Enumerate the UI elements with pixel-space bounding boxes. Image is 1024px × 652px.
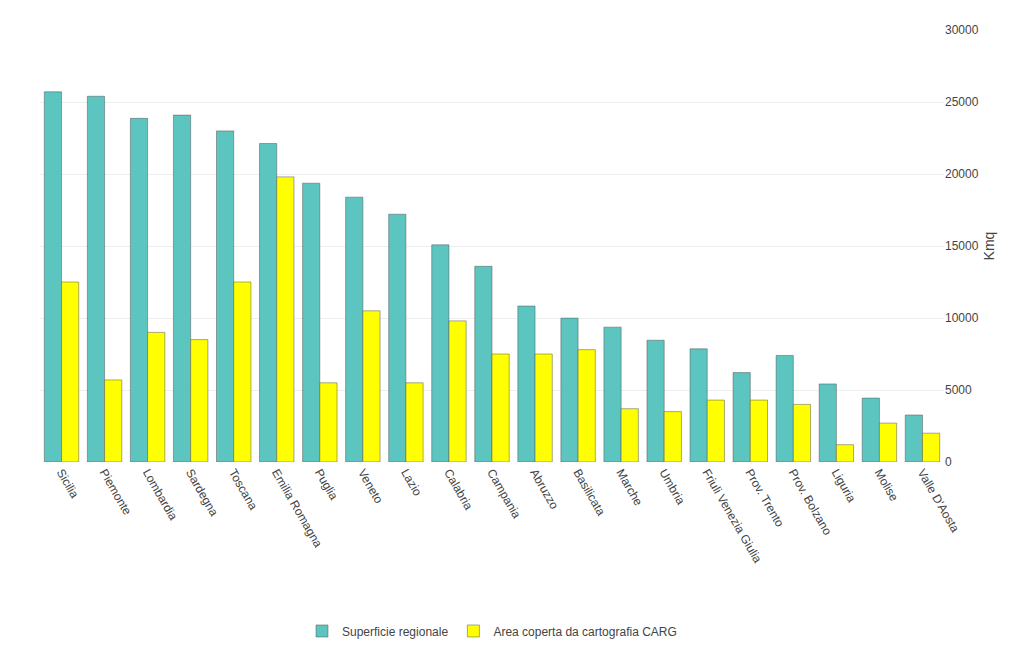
svg-text:Lazio: Lazio — [398, 467, 425, 499]
svg-text:Marche: Marche — [613, 467, 645, 509]
svg-text:Valle D'Aosta: Valle D'Aosta — [915, 467, 963, 536]
svg-text:Toscana: Toscana — [226, 467, 261, 513]
svg-text:Prov. Trento: Prov. Trento — [742, 467, 787, 530]
svg-text:Sicilia: Sicilia — [54, 467, 82, 501]
svg-text:25000: 25000 — [945, 95, 979, 109]
svg-text:Piemonte: Piemonte — [97, 467, 135, 518]
svg-text:Puglia: Puglia — [312, 467, 341, 503]
svg-text:0: 0 — [945, 455, 952, 469]
svg-text:Superficie regionale: Superficie regionale — [342, 625, 448, 639]
svg-text:Abruzzo: Abruzzo — [527, 467, 561, 512]
svg-text:Emilia Romagna: Emilia Romagna — [269, 467, 325, 551]
svg-text:Molise: Molise — [872, 467, 902, 504]
svg-text:Liguria: Liguria — [829, 467, 859, 505]
svg-text:Campania: Campania — [484, 467, 524, 522]
svg-text:Veneto: Veneto — [355, 467, 386, 507]
svg-text:5000: 5000 — [945, 383, 972, 397]
svg-text:30000: 30000 — [945, 23, 979, 37]
svg-text:Prov. Bolzano: Prov. Bolzano — [786, 467, 835, 538]
svg-text:10000: 10000 — [945, 311, 979, 325]
svg-text:20000: 20000 — [945, 167, 979, 181]
svg-text:Sardegna: Sardegna — [183, 467, 221, 519]
svg-text:Lombardia: Lombardia — [140, 467, 181, 523]
svg-text:Umbria: Umbria — [656, 467, 688, 508]
svg-text:Friuli Venezia Giulia: Friuli Venezia Giulia — [699, 467, 764, 566]
svg-text:Calabria: Calabria — [441, 467, 476, 513]
svg-text:Basilicata: Basilicata — [570, 467, 608, 519]
svg-text:Kmq: Kmq — [981, 232, 997, 261]
svg-text:15000: 15000 — [945, 239, 979, 253]
svg-text:Area coperta da cartografia CA: Area coperta da cartografia CARG — [493, 625, 676, 639]
